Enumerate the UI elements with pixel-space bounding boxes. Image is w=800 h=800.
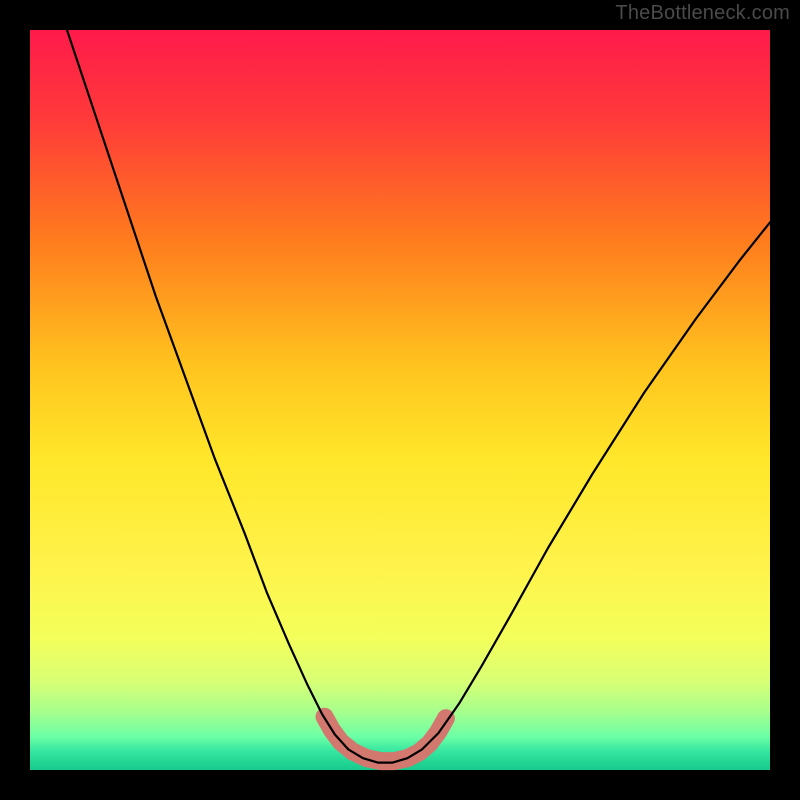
watermark-label: TheBottleneck.com [615,2,790,25]
plot-background-gradient [30,30,770,770]
chart-stage: TheBottleneck.com [0,0,800,800]
bottleneck-chart [0,0,800,800]
